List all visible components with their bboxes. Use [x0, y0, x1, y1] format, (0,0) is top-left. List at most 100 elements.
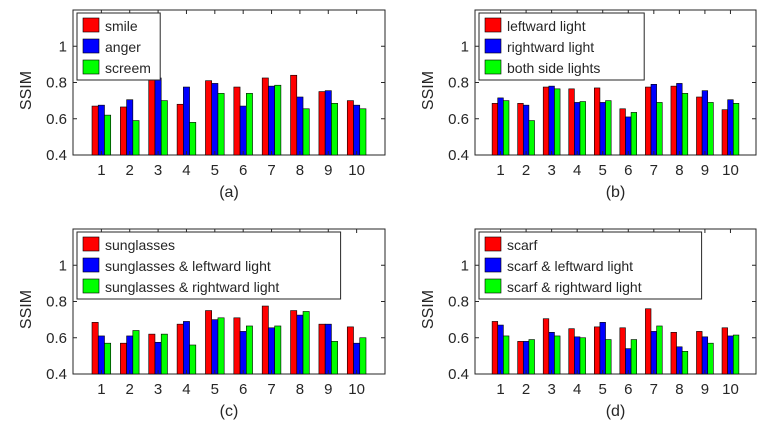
bar — [97, 335, 105, 375]
bar — [670, 332, 677, 375]
bar — [670, 85, 677, 156]
legend-label: smile — [105, 18, 138, 34]
bar — [650, 84, 657, 156]
panel-caption: (a) — [219, 184, 239, 201]
y-axis-label: SSIM — [18, 71, 35, 110]
x-tick-label: 7 — [267, 381, 275, 398]
legend-label: anger — [105, 39, 141, 55]
y-axis-label: SSIM — [18, 290, 35, 329]
bar — [126, 335, 134, 375]
x-tick-label: 9 — [324, 381, 332, 398]
bar — [160, 100, 168, 156]
x-tick-label: 6 — [624, 162, 632, 179]
x-tick-label: 5 — [211, 381, 219, 398]
bar — [183, 86, 190, 156]
y-tick-label: 0.8 — [448, 294, 469, 311]
x-tick-label: 6 — [239, 162, 247, 179]
bar — [296, 314, 304, 375]
bar — [721, 109, 728, 156]
bar — [605, 100, 612, 156]
bar — [645, 308, 652, 375]
legend-swatch — [82, 278, 100, 294]
bar — [568, 88, 575, 156]
bar — [727, 335, 734, 375]
bar — [528, 120, 535, 156]
x-tick-label: 9 — [701, 162, 709, 179]
x-tick-label: 4 — [182, 162, 190, 179]
y-tick-label: 0.6 — [448, 330, 469, 347]
bar — [211, 83, 219, 156]
x-tick-label: 1 — [97, 162, 105, 179]
y-tick-label: 0.4 — [46, 366, 67, 383]
bar — [120, 106, 127, 156]
bar — [721, 327, 728, 375]
chart-panel-4: 0.4 0.6 0.8 1 SSIM 1 2 3 4 5 6 7 8 9 10 (d) scarf scarf &… — [420, 228, 757, 420]
bar — [91, 322, 99, 375]
bar — [599, 322, 606, 375]
legend-label: sunglasses — [105, 237, 175, 253]
x-tick-label: 8 — [296, 381, 304, 398]
bar — [497, 97, 504, 156]
y-tick-label: 0.8 — [46, 294, 67, 311]
bar — [630, 112, 638, 156]
bar — [318, 91, 326, 156]
legend — [478, 231, 703, 300]
bar — [676, 83, 683, 156]
bar — [696, 96, 703, 156]
bar — [318, 323, 326, 375]
x-tick-label: 4 — [573, 381, 581, 398]
legend-swatch — [82, 17, 100, 33]
legend-label: screem — [105, 60, 151, 76]
x-tick-label: 10 — [722, 381, 739, 398]
legend — [478, 12, 645, 81]
y-axis-label: SSIM — [420, 71, 437, 110]
bar — [104, 342, 112, 375]
bar — [97, 104, 105, 156]
y-tick-label: 1 — [59, 38, 67, 55]
panel-caption: (c) — [220, 403, 239, 420]
bar — [211, 319, 219, 375]
bar — [160, 333, 168, 375]
x-tick-label: 10 — [348, 381, 365, 398]
bar — [302, 108, 310, 156]
bar — [91, 105, 99, 156]
bar — [517, 103, 524, 156]
bar — [189, 344, 197, 375]
bar — [574, 336, 581, 375]
y-tick-label: 1 — [461, 257, 469, 274]
bar — [302, 311, 310, 375]
bar — [727, 99, 734, 156]
bar — [707, 102, 714, 156]
bar — [359, 108, 367, 156]
bar — [732, 334, 740, 375]
bar — [528, 339, 535, 375]
legend-swatch — [484, 257, 502, 273]
bar — [205, 310, 212, 375]
bar — [331, 341, 338, 375]
bar — [497, 324, 504, 375]
bar — [233, 317, 241, 375]
bar — [132, 330, 140, 375]
legend-swatch — [484, 59, 502, 75]
x-tick-label: 2 — [126, 162, 134, 179]
bar — [656, 102, 663, 156]
bar — [154, 341, 162, 375]
bar — [261, 305, 269, 375]
y-tick-label: 1 — [461, 38, 469, 55]
bar — [701, 336, 709, 375]
bar — [324, 323, 332, 375]
x-tick-label: 7 — [267, 162, 275, 179]
bar — [579, 337, 586, 375]
x-tick-label: 5 — [599, 162, 607, 179]
bar — [126, 99, 134, 156]
bar — [542, 318, 550, 375]
bar — [599, 102, 606, 156]
x-tick-label: 8 — [675, 162, 683, 179]
bar — [645, 86, 652, 156]
x-tick-label: 3 — [154, 381, 162, 398]
legend-swatch — [82, 257, 100, 273]
y-tick-label: 0.6 — [46, 330, 67, 347]
bar — [148, 78, 156, 156]
bar — [324, 90, 332, 156]
